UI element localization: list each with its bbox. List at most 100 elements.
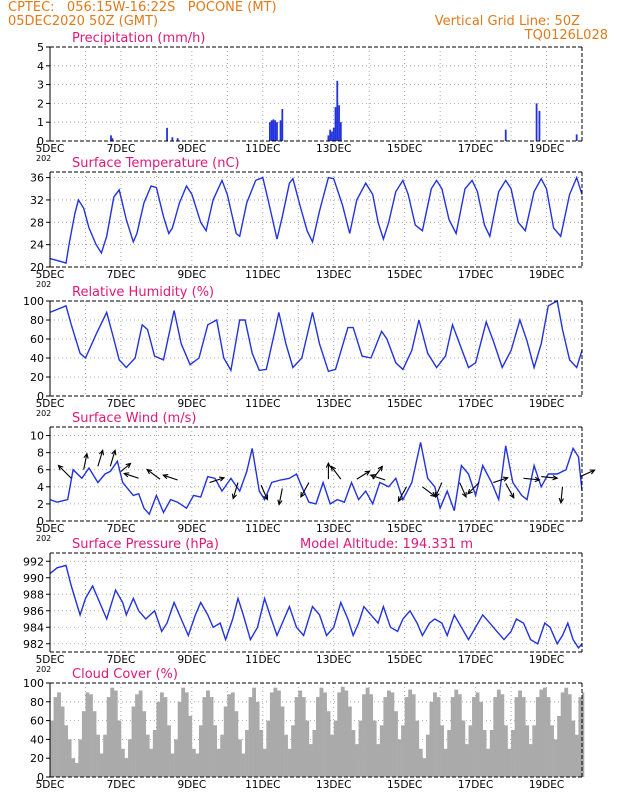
wind-arrow	[397, 486, 407, 503]
wind-arrow	[558, 486, 564, 505]
cloud-bar	[464, 744, 469, 777]
x-tick-label: 19DEC	[529, 398, 564, 410]
year-stub: 202	[36, 534, 51, 543]
precip-bar	[535, 103, 538, 141]
cloud-bar	[227, 694, 232, 777]
cloud-bar	[230, 692, 235, 777]
cloud-bar	[450, 697, 455, 777]
y-tick-label: 24	[30, 239, 44, 252]
cloud-bar	[81, 711, 86, 777]
x-tick-label: 9DEC	[177, 523, 206, 535]
cloud-bar	[514, 697, 519, 777]
cloud-bar	[422, 758, 427, 777]
cloud-bar	[124, 758, 129, 777]
x-tick-label: 19DEC	[529, 779, 564, 791]
cloud-bar	[195, 753, 200, 777]
cloud-bar	[284, 734, 288, 777]
cloud-bar	[255, 701, 260, 777]
cloud-bar	[511, 730, 515, 777]
pres-subtitle: Model Altitude: 194.331 m	[300, 537, 473, 552]
x-tick-label: 7DEC	[107, 143, 136, 155]
wind-series-line	[49, 442, 583, 516]
precip-bar	[504, 129, 507, 141]
y-tick-label: 0	[37, 135, 44, 148]
x-tick-label: 15DEC	[387, 779, 422, 791]
cloud-bar	[85, 692, 90, 777]
cloud-bar	[351, 730, 356, 777]
y-tick-label: 2	[37, 498, 44, 511]
cloud-bar	[152, 730, 157, 777]
x-tick-label: 15DEC	[387, 398, 422, 410]
cloud-bar	[468, 725, 473, 777]
wind-arrow	[467, 482, 480, 495]
cloud-bar	[138, 690, 143, 777]
run-id: TQ0126L028	[524, 28, 608, 43]
x-tick-label: 5DEC	[36, 143, 65, 155]
precip-bar	[272, 119, 275, 141]
y-tick-label: 992	[23, 555, 44, 568]
cloud-bar	[319, 687, 324, 777]
cloud-bar	[372, 720, 377, 777]
wind-arrow	[109, 449, 117, 467]
cloud-bar	[50, 720, 54, 777]
precip-bar	[334, 107, 337, 141]
cloud-bar	[269, 692, 274, 777]
cloud-bar	[220, 734, 225, 777]
y-tick-label: 982	[23, 638, 44, 651]
wind-title: Surface Wind (m/s)	[72, 411, 196, 426]
cloud-bar	[493, 697, 498, 777]
x-tick-label: 7DEC	[107, 523, 136, 535]
x-tick-label: 11DEC	[245, 143, 280, 155]
cloud-bar	[330, 734, 335, 777]
wind-arrow	[83, 452, 89, 470]
wind-arrow	[580, 469, 596, 478]
y-tick-label: 36	[30, 172, 44, 185]
y-tick-label: 100	[23, 677, 44, 690]
wind-arrow	[422, 486, 437, 498]
cloud-bar	[489, 730, 494, 777]
cloud-bar	[532, 725, 537, 777]
cloud-bar	[223, 706, 228, 777]
panel-rh: 0 20 40 60 80 100 5DEC 7DEC 9DEC 11DEC 13DEC 15DEC 1…	[23, 285, 583, 418]
cloud-bar	[106, 697, 111, 777]
panel-temp: 20 24 28 32 36 5DEC 7DEC 9DEC 11DEC 13DEC 15DEC 17D…	[30, 156, 583, 289]
cloud-bar	[472, 697, 476, 777]
y-tick-label: 60	[30, 333, 44, 346]
cloud-bar	[436, 697, 441, 777]
cloud-bar	[276, 690, 281, 777]
cloud-bar	[358, 720, 363, 777]
y-tick-label: 10	[30, 430, 44, 443]
cloud-bar	[291, 725, 296, 777]
wind-arrow	[434, 482, 443, 499]
cloud-bar	[245, 730, 249, 777]
cloud-bar	[461, 720, 466, 777]
cloud-bar	[365, 687, 370, 777]
cloud-bar	[273, 687, 278, 777]
cloud-bar	[266, 720, 271, 777]
y-tick-label: 2	[37, 97, 44, 110]
cloud-bar	[120, 748, 125, 777]
wind-arrow	[459, 482, 467, 499]
precip-bar	[111, 138, 114, 141]
y-tick-label: 80	[30, 696, 44, 709]
panel-wind: 0 2 4 6 8 10 5DEC 7DEC 9DEC 11DEC 13DEC 15DEC 17DEC 1…	[30, 411, 596, 543]
cloud-bar	[177, 701, 182, 777]
cloud-bar	[316, 697, 320, 777]
year-stub: 202	[36, 665, 51, 674]
wind-arrow	[120, 462, 132, 472]
x-tick-label: 7DEC	[107, 398, 136, 410]
y-tick-label: 986	[23, 605, 44, 618]
cloud-bar	[443, 748, 448, 777]
cloud-bar	[110, 687, 115, 777]
cloud-bar	[167, 725, 171, 777]
cloud-bar	[188, 715, 193, 777]
cloud-bar	[213, 725, 217, 777]
cloud-bar	[567, 694, 572, 777]
x-tick-label: 17DEC	[458, 398, 493, 410]
cloud-bar	[408, 689, 413, 777]
cloud-bar	[411, 694, 416, 777]
x-tick-label: 15DEC	[387, 269, 422, 281]
wind-arrow	[523, 476, 541, 483]
precip-bar	[270, 120, 273, 141]
precip-bar	[281, 109, 284, 141]
